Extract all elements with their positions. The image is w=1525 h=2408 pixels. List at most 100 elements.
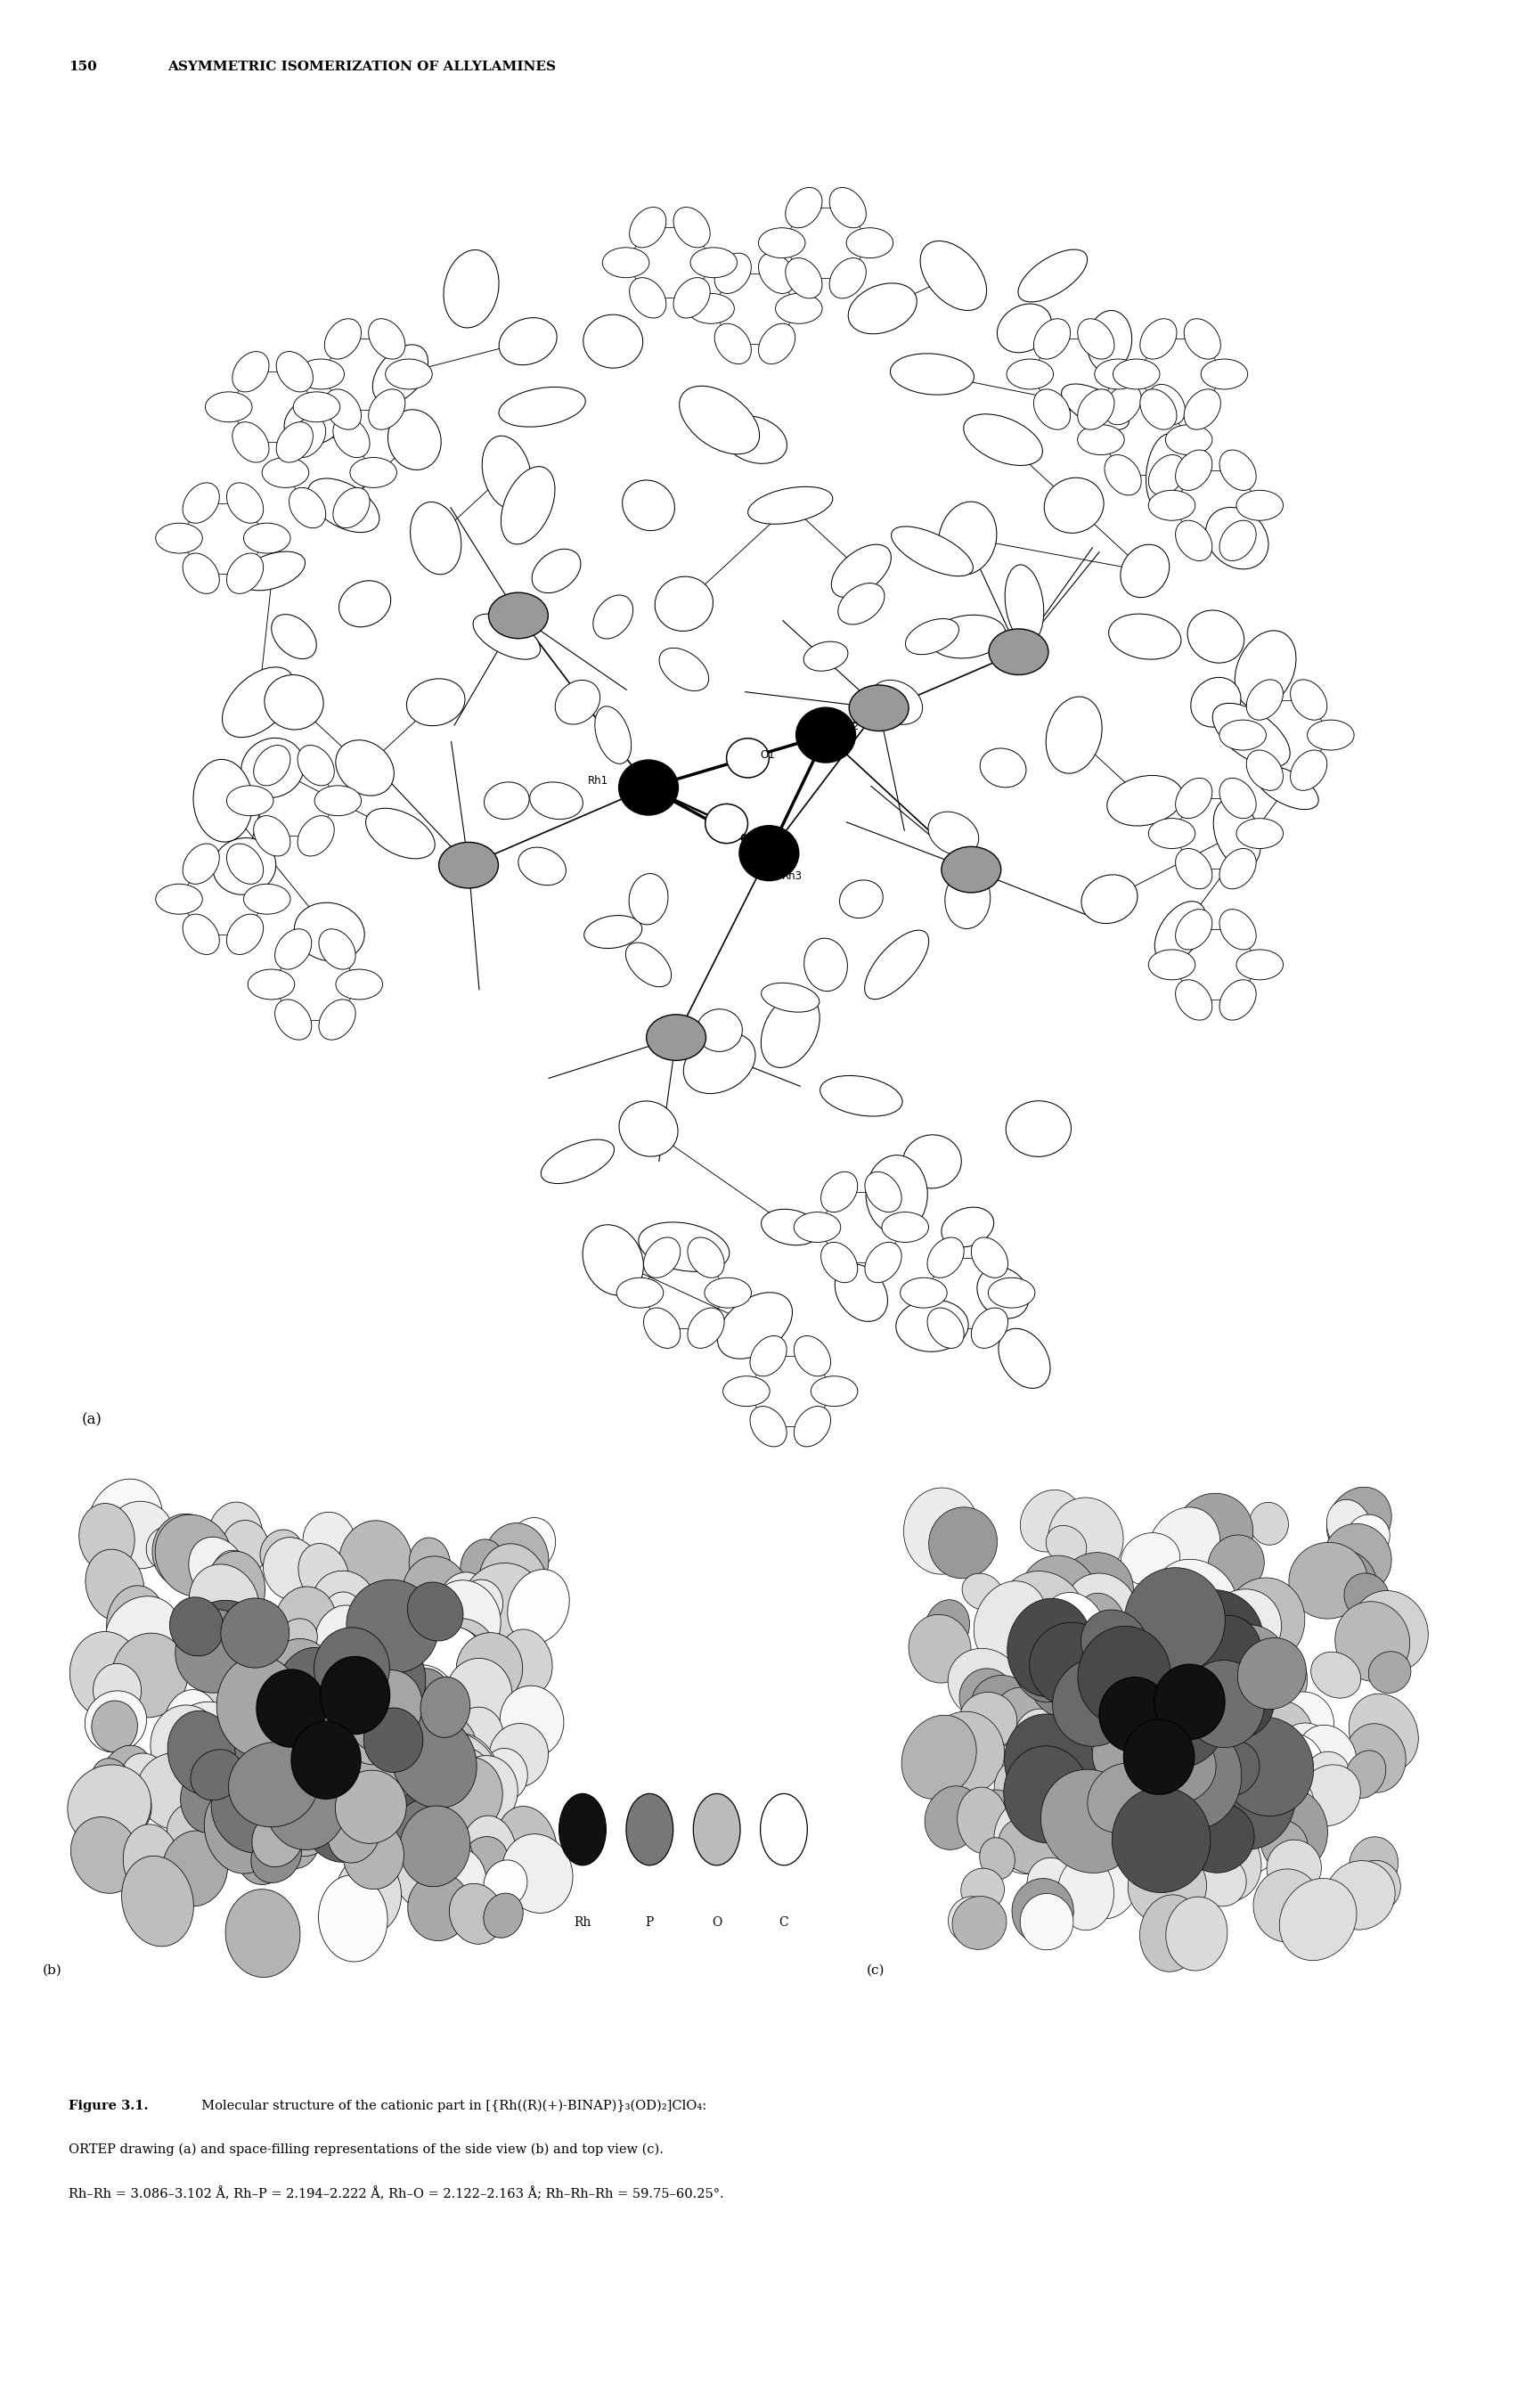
Ellipse shape [1206, 1741, 1260, 1796]
Ellipse shape [1327, 1500, 1373, 1556]
Ellipse shape [84, 1770, 151, 1840]
Ellipse shape [1148, 385, 1185, 424]
Ellipse shape [177, 1601, 264, 1690]
Ellipse shape [223, 667, 294, 737]
Ellipse shape [820, 1243, 857, 1283]
Ellipse shape [971, 1308, 1008, 1348]
Ellipse shape [319, 999, 355, 1040]
Ellipse shape [290, 417, 326, 458]
Ellipse shape [1351, 1592, 1429, 1671]
Ellipse shape [265, 1760, 346, 1849]
Ellipse shape [85, 1548, 143, 1621]
Ellipse shape [332, 486, 369, 527]
Ellipse shape [320, 1657, 390, 1734]
Ellipse shape [274, 999, 311, 1040]
Ellipse shape [276, 421, 313, 462]
Ellipse shape [244, 884, 290, 915]
Ellipse shape [871, 679, 923, 725]
Ellipse shape [189, 1565, 259, 1642]
Ellipse shape [1161, 1659, 1220, 1729]
Text: (b): (b) [43, 1965, 61, 1977]
Ellipse shape [834, 1264, 888, 1322]
Ellipse shape [532, 549, 581, 592]
Ellipse shape [227, 554, 264, 595]
Text: P: P [645, 1917, 654, 1929]
Ellipse shape [1007, 1599, 1092, 1698]
Ellipse shape [165, 1702, 244, 1782]
Ellipse shape [1013, 1878, 1074, 1943]
Circle shape [694, 1794, 740, 1866]
Ellipse shape [1191, 677, 1241, 727]
Ellipse shape [1182, 1818, 1261, 1902]
Ellipse shape [758, 229, 805, 258]
Ellipse shape [1034, 1633, 1115, 1717]
Ellipse shape [616, 1279, 663, 1308]
Ellipse shape [952, 1895, 1007, 1950]
Text: Molecular structure of the cationic part in [{Rh((R)(+)-BINAP)}₃(OD)₂]ClO₄:: Molecular structure of the cationic part… [194, 2100, 708, 2112]
Ellipse shape [1220, 520, 1257, 561]
Ellipse shape [904, 1488, 979, 1575]
Ellipse shape [354, 1808, 419, 1883]
Ellipse shape [299, 1544, 349, 1604]
Circle shape [761, 1794, 807, 1866]
Ellipse shape [1043, 1775, 1113, 1864]
Ellipse shape [92, 1700, 137, 1753]
Ellipse shape [988, 1279, 1035, 1308]
Ellipse shape [962, 1572, 1002, 1611]
Ellipse shape [210, 1777, 288, 1866]
Ellipse shape [343, 1820, 404, 1890]
Ellipse shape [846, 229, 894, 258]
Ellipse shape [1128, 1849, 1206, 1924]
Ellipse shape [328, 1799, 381, 1864]
Ellipse shape [1104, 1611, 1173, 1693]
Ellipse shape [267, 1640, 332, 1707]
Ellipse shape [630, 207, 666, 248]
Ellipse shape [227, 785, 273, 816]
Ellipse shape [903, 1134, 961, 1187]
Text: (a): (a) [81, 1413, 102, 1428]
Ellipse shape [363, 1707, 422, 1772]
Ellipse shape [688, 1308, 724, 1348]
Ellipse shape [425, 1714, 477, 1767]
Ellipse shape [235, 1813, 293, 1885]
Ellipse shape [1019, 1556, 1098, 1642]
Ellipse shape [1180, 1751, 1264, 1840]
Ellipse shape [461, 1816, 517, 1890]
Ellipse shape [1290, 679, 1327, 720]
Ellipse shape [997, 303, 1052, 352]
Ellipse shape [683, 1033, 755, 1093]
Ellipse shape [308, 1731, 383, 1808]
Ellipse shape [261, 1529, 302, 1575]
Ellipse shape [1249, 1503, 1289, 1546]
Ellipse shape [958, 1787, 1008, 1854]
Ellipse shape [717, 1293, 793, 1358]
Ellipse shape [949, 1649, 1022, 1719]
Ellipse shape [593, 595, 633, 638]
Ellipse shape [1202, 1690, 1254, 1746]
Ellipse shape [221, 1678, 293, 1763]
Ellipse shape [1206, 508, 1269, 568]
Ellipse shape [1127, 1751, 1174, 1799]
Ellipse shape [483, 783, 529, 819]
Ellipse shape [490, 1724, 549, 1787]
Ellipse shape [1101, 1640, 1144, 1681]
Ellipse shape [339, 580, 390, 626]
Ellipse shape [183, 1717, 242, 1784]
Ellipse shape [959, 1669, 1014, 1727]
Ellipse shape [949, 1898, 991, 1941]
Ellipse shape [156, 523, 203, 554]
Ellipse shape [625, 942, 671, 987]
Ellipse shape [483, 1893, 523, 1938]
Ellipse shape [276, 352, 313, 393]
Ellipse shape [346, 1702, 403, 1765]
Ellipse shape [153, 1515, 218, 1587]
Ellipse shape [1055, 1553, 1133, 1633]
Ellipse shape [1237, 491, 1283, 520]
Ellipse shape [830, 258, 866, 299]
Ellipse shape [583, 315, 644, 368]
Ellipse shape [761, 992, 819, 1067]
Ellipse shape [1023, 1722, 1109, 1808]
Ellipse shape [262, 458, 310, 489]
Ellipse shape [332, 417, 369, 458]
Ellipse shape [372, 1662, 425, 1724]
